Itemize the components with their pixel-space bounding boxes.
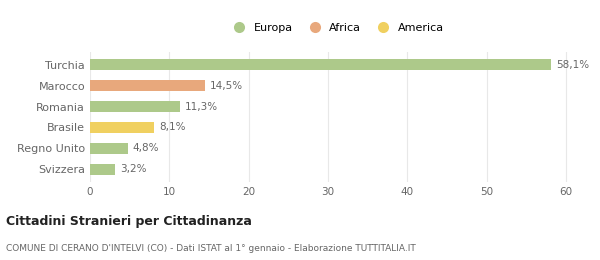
Text: Cittadini Stranieri per Cittadinanza: Cittadini Stranieri per Cittadinanza bbox=[6, 214, 252, 228]
Bar bbox=[90, 122, 154, 133]
Bar bbox=[90, 80, 205, 91]
Text: 4,8%: 4,8% bbox=[133, 144, 160, 153]
Text: 3,2%: 3,2% bbox=[120, 164, 146, 174]
Text: 58,1%: 58,1% bbox=[556, 60, 589, 70]
Bar bbox=[90, 59, 551, 70]
Legend: Europa, Africa, America: Europa, Africa, America bbox=[223, 18, 449, 37]
Text: 11,3%: 11,3% bbox=[184, 101, 218, 112]
Text: 14,5%: 14,5% bbox=[210, 81, 243, 90]
Bar bbox=[90, 164, 115, 175]
Text: COMUNE DI CERANO D'INTELVI (CO) - Dati ISTAT al 1° gennaio - Elaborazione TUTTIT: COMUNE DI CERANO D'INTELVI (CO) - Dati I… bbox=[6, 244, 416, 254]
Bar bbox=[90, 143, 128, 154]
Text: 8,1%: 8,1% bbox=[159, 122, 185, 133]
Bar bbox=[90, 101, 179, 112]
